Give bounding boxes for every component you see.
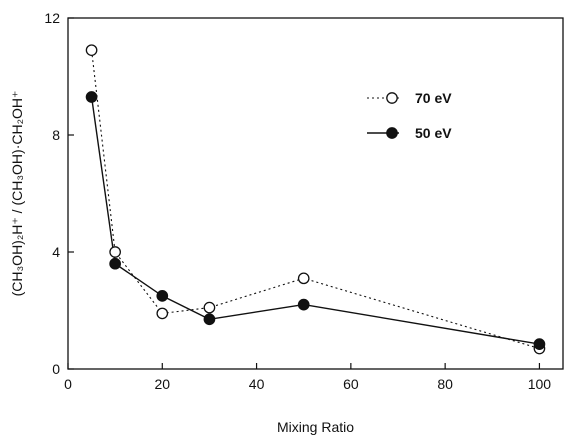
x-tick-label: 40 xyxy=(249,376,265,392)
data-point xyxy=(156,290,169,302)
data-point xyxy=(156,307,169,320)
data-point xyxy=(533,338,546,350)
legend-label-0: 70 eV xyxy=(415,90,452,106)
x-tick-label: 20 xyxy=(154,376,170,392)
data-point xyxy=(203,313,216,326)
x-axis-label: Mixing Ratio xyxy=(277,419,354,435)
x-ticks: 0 20 40 60 80 100 xyxy=(64,363,551,392)
legend: 70 eV 50 eV xyxy=(367,90,452,141)
y-ticks: 0 4 8 12 xyxy=(44,10,74,377)
plot-frame xyxy=(67,17,564,370)
x-tick-label: 80 xyxy=(437,376,453,392)
x-tick-label: 60 xyxy=(343,376,359,392)
series-line-0 xyxy=(91,50,540,350)
legend-label-1: 50 eV xyxy=(415,125,452,141)
legend-marker-0 xyxy=(386,92,398,104)
x-tick-label: 100 xyxy=(528,376,552,392)
y-tick-label: 8 xyxy=(52,127,60,143)
data-point xyxy=(85,91,98,103)
data-point xyxy=(109,257,121,270)
x-tick-label: 0 xyxy=(64,376,72,392)
y-tick-label: 0 xyxy=(52,361,60,377)
data-point xyxy=(297,298,310,311)
y-tick-label: 4 xyxy=(52,244,60,260)
series-line-1 xyxy=(90,96,540,345)
series-layer xyxy=(85,44,546,355)
data-point xyxy=(85,44,98,57)
data-point xyxy=(203,301,216,314)
y-tick-label: 12 xyxy=(44,10,60,26)
y-axis-label: (CH₃OH)₂H⁺ / (CH₃OH)·CH₂OH⁺ xyxy=(9,91,25,297)
data-point xyxy=(297,272,310,285)
axes xyxy=(67,17,564,370)
data-point xyxy=(109,246,121,258)
legend-marker-1 xyxy=(386,127,398,139)
